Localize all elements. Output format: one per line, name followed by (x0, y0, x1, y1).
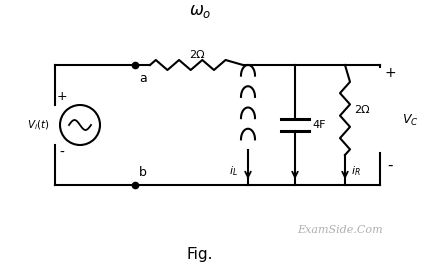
Text: $i_L$: $i_L$ (229, 165, 238, 178)
Text: $V_i(t)$: $V_i(t)$ (27, 118, 49, 132)
Text: +: + (384, 66, 396, 80)
Text: -: - (59, 146, 64, 160)
Text: $V_C$: $V_C$ (402, 112, 418, 128)
Text: Fig.: Fig. (187, 247, 213, 263)
Text: $i_R$: $i_R$ (351, 165, 361, 178)
Text: 2Ω: 2Ω (189, 50, 204, 60)
Text: a: a (139, 72, 147, 84)
Text: 2Ω: 2Ω (354, 105, 370, 115)
Text: -: - (387, 158, 393, 172)
Text: 4F: 4F (312, 120, 326, 130)
Text: ExamSide.Com: ExamSide.Com (297, 225, 383, 235)
Text: b: b (139, 165, 147, 179)
Text: $\omega_o$: $\omega_o$ (189, 3, 211, 20)
Text: +: + (57, 90, 67, 104)
